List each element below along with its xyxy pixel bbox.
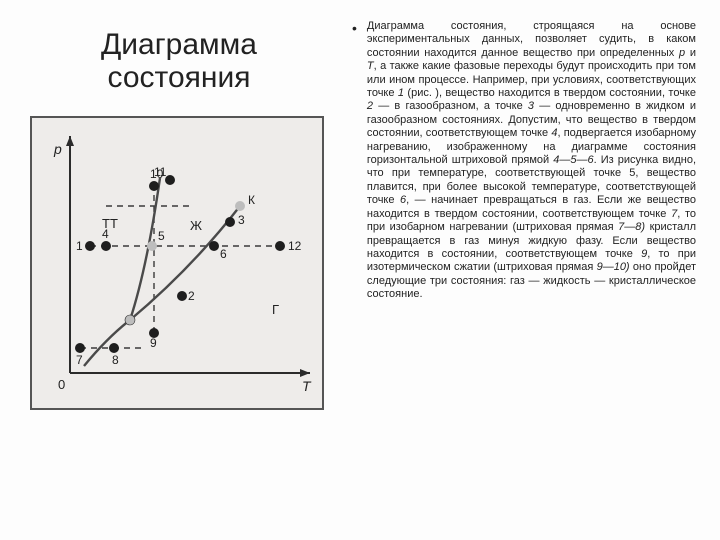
point-label-9: 9 bbox=[150, 336, 157, 350]
svg-text:T: T bbox=[302, 378, 312, 394]
point-К bbox=[235, 201, 245, 211]
curve-vaporization bbox=[130, 206, 240, 320]
phase-diagram: pT01456121110К32978ТТЖГ bbox=[30, 116, 324, 410]
point-label-8: 8 bbox=[112, 353, 119, 367]
point-label-3: 3 bbox=[238, 213, 245, 227]
point-3 bbox=[225, 217, 235, 227]
point-10 bbox=[149, 181, 159, 191]
point-1 bbox=[85, 241, 95, 251]
region-label: Г bbox=[272, 302, 279, 317]
point-8 bbox=[109, 343, 119, 353]
title-line2: состояния bbox=[108, 61, 251, 94]
point-label-6: 6 bbox=[220, 247, 227, 261]
phase-diagram-svg: pT01456121110К32978ТТЖГ bbox=[32, 118, 322, 408]
point-label-7: 7 bbox=[76, 353, 83, 367]
curve-sublimation bbox=[84, 320, 130, 366]
title-line1: Диаграмма bbox=[101, 28, 257, 61]
point-label-5: 5 bbox=[158, 229, 165, 243]
point-label-1: 1 bbox=[76, 239, 83, 253]
point-6 bbox=[209, 241, 219, 251]
region-label: Ж bbox=[190, 218, 202, 233]
paragraph-text: Диаграмма состояния, строящаяся на основ… bbox=[367, 20, 696, 302]
triple-point bbox=[125, 315, 135, 325]
body-paragraph: • Диаграмма состояния, строящаяся на осн… bbox=[352, 20, 696, 302]
svg-text:p: p bbox=[53, 141, 62, 157]
svg-text:0: 0 bbox=[58, 377, 65, 392]
bullet-icon: • bbox=[352, 20, 357, 302]
point-7 bbox=[75, 343, 85, 353]
point-label-10: 10 bbox=[150, 167, 164, 181]
point-4 bbox=[101, 241, 111, 251]
point-2 bbox=[177, 291, 187, 301]
point-5 bbox=[147, 241, 157, 251]
point-label-К: К bbox=[248, 193, 255, 207]
point-label-2: 2 bbox=[188, 289, 195, 303]
region-label: ТТ bbox=[102, 216, 118, 231]
point-11 bbox=[165, 175, 175, 185]
page-title: Диаграмма состояния bbox=[24, 28, 334, 94]
point-label-12: 12 bbox=[288, 239, 302, 253]
point-12 bbox=[275, 241, 285, 251]
